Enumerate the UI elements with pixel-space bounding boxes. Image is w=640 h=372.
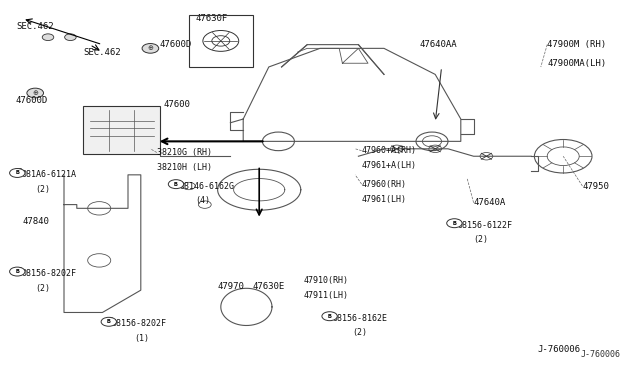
Text: B: B [107,319,111,324]
Circle shape [447,219,462,228]
Circle shape [10,169,25,177]
Text: (2): (2) [352,328,367,337]
Text: 47600D: 47600D [16,96,48,105]
Text: 47640A: 47640A [474,198,506,207]
Text: B: B [17,267,22,276]
Text: 08156-8162E: 08156-8162E [333,314,388,323]
Circle shape [101,317,116,326]
Text: ⊕: ⊕ [147,45,154,51]
Text: 47600: 47600 [163,100,190,109]
Text: SEC.462: SEC.462 [16,22,54,31]
Circle shape [42,34,54,41]
Circle shape [322,312,337,321]
Text: 08156-8202F: 08156-8202F [21,269,76,278]
Text: 47960(RH): 47960(RH) [362,180,406,189]
Text: SEC.462: SEC.462 [83,48,121,57]
Text: B: B [328,314,332,319]
Text: (4): (4) [195,196,210,205]
Text: 47840: 47840 [22,217,49,226]
Text: 47961+A(LH): 47961+A(LH) [362,161,417,170]
Text: B: B [454,219,459,228]
Circle shape [65,34,76,41]
Text: J-760006: J-760006 [581,350,621,359]
Text: B: B [452,221,456,226]
Circle shape [27,88,44,98]
Circle shape [142,44,159,53]
Text: 08146-6162G: 08146-6162G [179,182,234,190]
Text: 47961(LH): 47961(LH) [362,195,406,203]
Text: B: B [17,169,22,177]
Text: 08156-8202F: 08156-8202F [112,319,167,328]
Text: 38210G (RH): 38210G (RH) [157,148,212,157]
Text: B: B [15,269,19,274]
Text: 47910(RH): 47910(RH) [304,276,349,285]
Text: B: B [176,180,180,189]
Text: J-760006: J-760006 [538,345,580,354]
Circle shape [168,180,184,189]
Text: ⊕: ⊕ [32,90,38,96]
Text: 47900MA(LH): 47900MA(LH) [547,59,606,68]
Circle shape [10,267,25,276]
Bar [189,15,253,67]
Text: 47640AA: 47640AA [419,40,457,49]
Bar [83,106,160,154]
Text: B: B [330,312,334,321]
Text: 47950: 47950 [582,182,609,190]
Text: (2): (2) [35,185,50,194]
Text: B: B [174,182,178,187]
Text: 38210H (LH): 38210H (LH) [157,163,212,172]
Text: B: B [109,317,113,326]
Text: 47970: 47970 [218,282,244,291]
Text: (1): (1) [134,334,149,343]
Text: 47900M (RH): 47900M (RH) [547,40,606,49]
Text: (2): (2) [474,235,488,244]
Text: 47960+A(RH): 47960+A(RH) [362,146,417,155]
Text: (2): (2) [35,284,50,293]
Text: 47630E: 47630E [253,282,285,291]
Text: 47600D: 47600D [160,40,192,49]
Text: 08156-6122F: 08156-6122F [458,221,513,230]
Text: 081A6-6121A: 081A6-6121A [21,170,76,179]
Text: 47630F: 47630F [195,14,227,23]
Text: B: B [15,170,19,176]
Text: 47911(LH): 47911(LH) [304,291,349,300]
